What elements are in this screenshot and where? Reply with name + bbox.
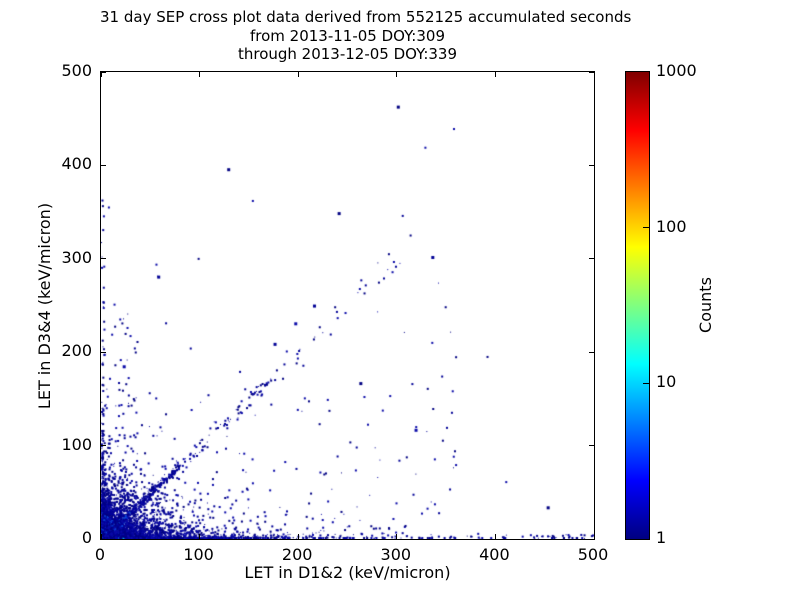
y-tick-label: 100 — [61, 434, 92, 454]
chart-title-line-2: from 2013-11-05 DOY:309 — [249, 26, 445, 45]
y-tick-mark — [101, 71, 106, 73]
x-axis-label: LET in D1&2 (keV/micron) — [244, 563, 451, 582]
chart-title-line-1: 31 day SEP cross plot data derived from … — [100, 8, 632, 26]
x-tick-label: 0 — [94, 545, 106, 564]
x-tick-mark-top — [593, 72, 595, 77]
y-tick-label: 200 — [61, 341, 92, 361]
colorbar-label: Counts — [696, 277, 715, 333]
colorbar-tick-label: 1000 — [656, 61, 697, 80]
y-tick-mark — [101, 258, 106, 260]
x-tick-mark — [199, 534, 201, 539]
y-tick-mark-right — [589, 445, 594, 447]
x-tick-label: 100 — [183, 545, 214, 564]
x-tick-mark-top — [396, 72, 398, 77]
y-tick-mark — [101, 164, 106, 166]
x-tick-label: 200 — [281, 545, 313, 564]
colorbar-tick-mark — [643, 382, 649, 384]
x-tick-label: 300 — [380, 545, 412, 564]
y-tick-label: 300 — [61, 247, 92, 267]
x-tick-mark — [396, 534, 398, 539]
chart-title-line-3: through 2013-12-05 DOY:339 — [237, 45, 458, 63]
y-tick-label: 400 — [61, 154, 92, 174]
x-tick-label: 500 — [577, 545, 609, 564]
y-tick-mark — [101, 351, 106, 353]
x-tick-mark — [494, 534, 496, 539]
x-tick-mark — [297, 534, 299, 539]
x-tick-mark-top — [494, 72, 496, 77]
x-tick-mark — [593, 534, 595, 539]
x-tick-mark-top — [199, 72, 201, 77]
y-tick-mark-right — [589, 351, 594, 353]
colorbar — [625, 71, 650, 540]
x-tick-mark-top — [100, 72, 102, 77]
x-tick-mark-top — [297, 72, 299, 77]
y-tick-label: 500 — [61, 61, 92, 80]
y-tick-mark — [101, 445, 106, 447]
colorbar-tick-label: 100 — [656, 216, 687, 236]
colorbar-tick-label: 10 — [656, 372, 677, 392]
x-tick-mark — [100, 534, 102, 539]
chart-title: 31 day SEP cross plot data derived from … — [100, 8, 632, 64]
plot-area — [100, 71, 595, 540]
colorbar-tick-label: 1 — [656, 528, 667, 547]
y-tick-mark — [101, 538, 106, 540]
y-tick-mark-right — [589, 258, 594, 260]
y-tick-label: 0 — [81, 528, 92, 547]
y-tick-mark-right — [589, 538, 594, 540]
y-tick-mark-right — [589, 164, 594, 166]
x-tick-label: 400 — [479, 545, 510, 564]
colorbar-tick-mark — [643, 227, 649, 229]
scatter-points-canvas — [101, 72, 594, 539]
y-tick-mark-right — [589, 71, 594, 73]
